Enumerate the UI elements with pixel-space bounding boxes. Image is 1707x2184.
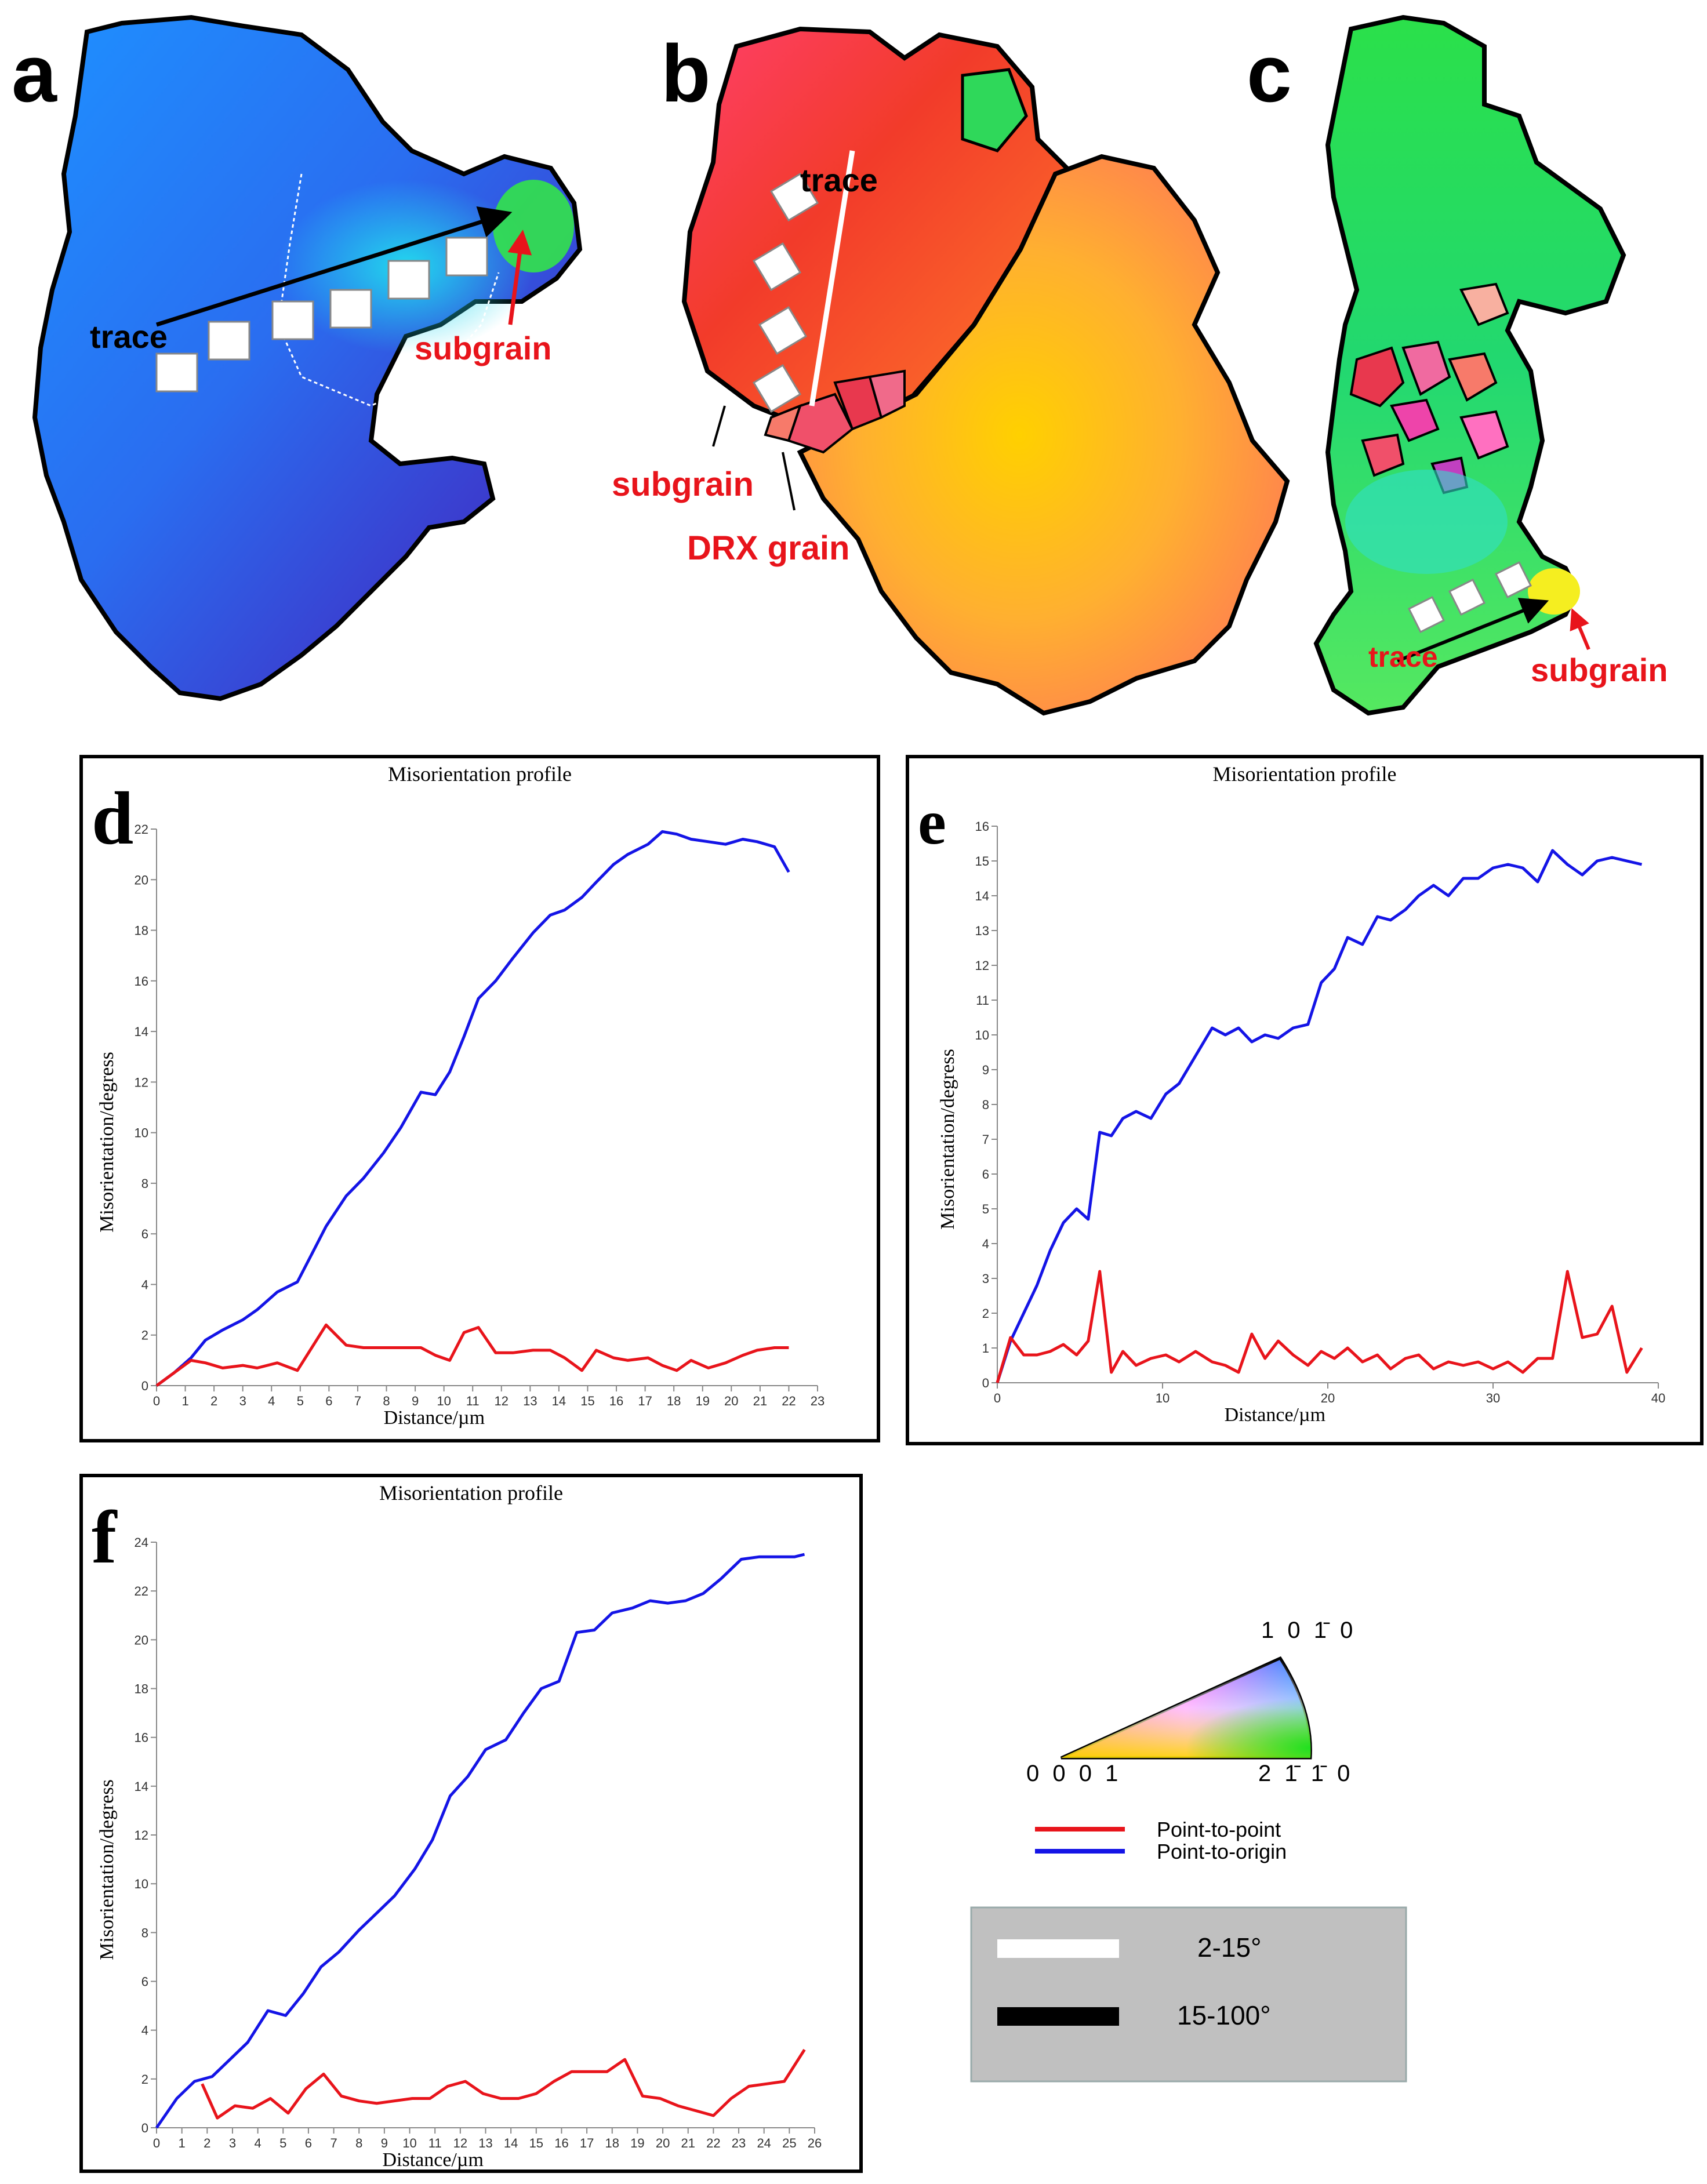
unit-cells-a	[155, 237, 488, 393]
subgrain-arrow-a	[507, 230, 532, 325]
subgrain-label-a: subgrain	[415, 330, 551, 366]
boundary-label-high: 15-100°	[1177, 2000, 1271, 2030]
boundary-label-low: 2-15°	[1197, 1932, 1261, 1963]
ipf-label-top: 1 0 1̄ 0	[1261, 1618, 1356, 1643]
boundary-legend-box	[970, 1906, 1407, 2083]
map-c-letter: c	[1247, 28, 1292, 119]
trace-label-a: trace	[90, 318, 168, 355]
ipf-legend: 1 0 1̄ 0 0 0 0 1 2 1̄ 1̄ 0	[1026, 1618, 1356, 1786]
drx-label-b: DRX grain	[687, 529, 849, 567]
green-grain-b	[961, 68, 1028, 152]
trace-label-c: trace	[1368, 641, 1438, 673]
line-legend: Point-to-point Point-to-origin	[1035, 1818, 1287, 1863]
unit-cells-c	[1407, 561, 1532, 634]
ipf-label-left: 0 0 0 1	[1026, 1761, 1121, 1786]
trace-line-b	[809, 150, 855, 406]
map-c: c trace subgrain	[1247, 14, 1668, 716]
unit-cells-b	[752, 172, 819, 413]
trace-arrow-a	[155, 206, 513, 327]
subgrain-label-b: subgrain	[612, 466, 754, 503]
subgrain-label-c: subgrain	[1531, 652, 1668, 688]
boundary-swatch-low	[997, 1939, 1119, 1958]
orientation-maps: a trace subgrain b trace subgrain DRX gr…	[12, 14, 1668, 716]
drx-grains-b	[764, 369, 906, 454]
ipf-label-right: 2 1̄ 1̄ 0	[1258, 1761, 1353, 1786]
boundary-legend: 2-15° 15-100°	[970, 1906, 1407, 2083]
boundary-swatch-high	[997, 2007, 1119, 2026]
drx-pointer-b	[782, 452, 796, 511]
map-a-letter: a	[12, 28, 57, 119]
map-b-letter: b	[661, 28, 711, 119]
map-a: a trace subgrain	[12, 14, 583, 702]
legend-label-point-to-point: Point-to-point	[1157, 1818, 1281, 1841]
legend-label-point-to-origin: Point-to-origin	[1157, 1840, 1287, 1863]
trace-arrow-c	[1396, 598, 1549, 663]
map-b: b trace subgrain DRX grain	[612, 26, 1290, 716]
subgrain-pointer-b	[712, 405, 726, 447]
cyan-region-c	[1345, 470, 1508, 574]
subgrain-arrow-c	[1570, 608, 1590, 651]
trace-label-b: trace	[800, 162, 878, 198]
lowangle-boundary-a	[277, 173, 500, 407]
